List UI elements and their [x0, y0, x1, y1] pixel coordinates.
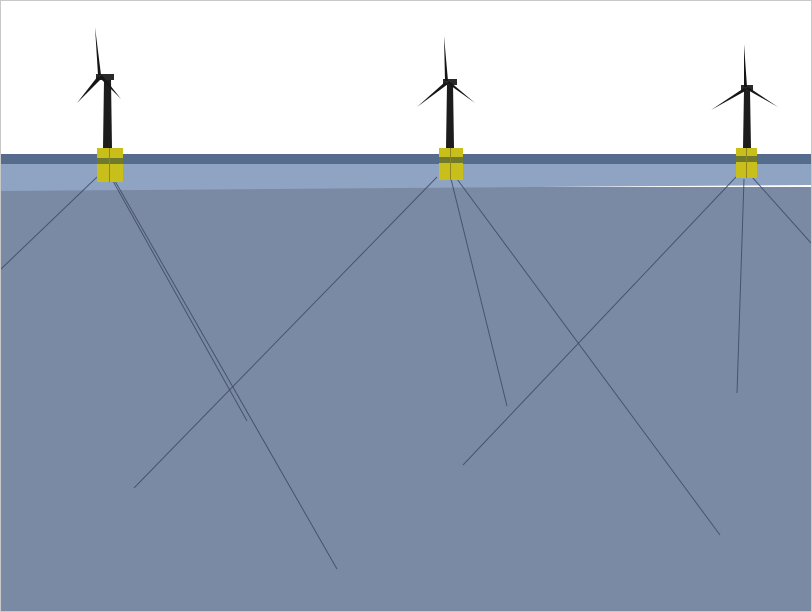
mooring-line: [450, 178, 508, 407]
wind-turbine-2[interactable]: [417, 36, 475, 180]
mooring-line: [751, 176, 811, 244]
turbine-tower: [446, 84, 454, 148]
mooring-lines: [1, 176, 811, 570]
wind-turbine-3[interactable]: [711, 44, 778, 178]
mooring-line: [1, 176, 98, 270]
deep-water: [1, 187, 811, 611]
turbine-blades: [77, 27, 121, 103]
turbine-blades: [417, 36, 475, 107]
turbine-tower: [103, 80, 112, 148]
mooring-line: [133, 176, 438, 489]
mooring-line: [112, 180, 248, 422]
wind-turbine-1[interactable]: [77, 27, 123, 182]
sky: [1, 1, 811, 154]
mooring-line: [456, 178, 721, 536]
shallow-water: [1, 163, 811, 191]
mooring-line: [114, 180, 338, 570]
sea-surface-band: [1, 154, 811, 164]
turbine-blades: [711, 44, 778, 110]
mooring-line: [462, 176, 737, 466]
turbine-nacelle: [96, 74, 114, 80]
turbine-tower: [743, 90, 751, 148]
mooring-line: [736, 178, 745, 394]
